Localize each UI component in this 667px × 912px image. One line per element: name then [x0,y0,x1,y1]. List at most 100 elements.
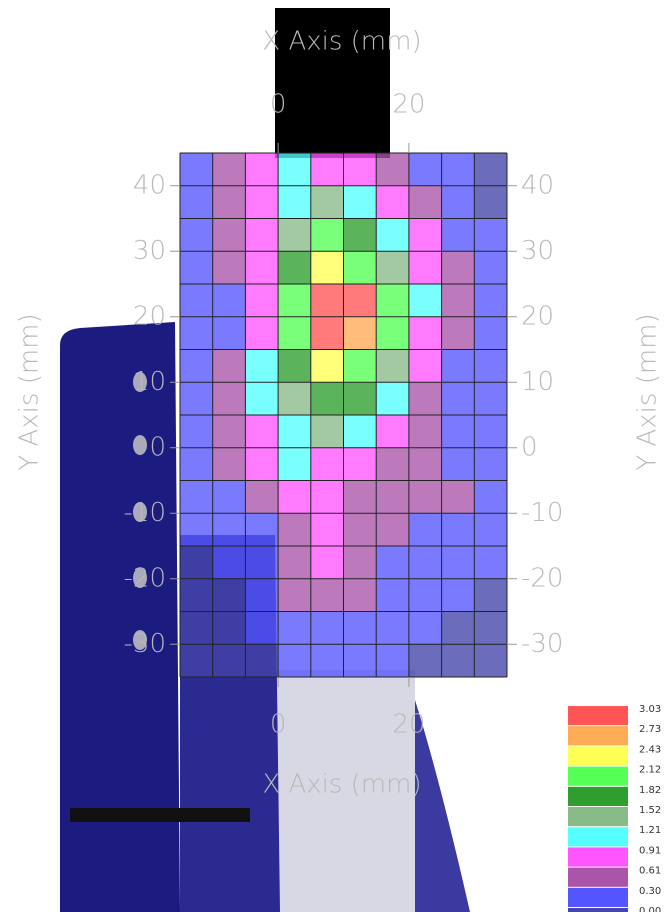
contour-cell [212,251,246,284]
contour-cell [180,447,213,481]
x-tick-label: 20 [392,90,425,120]
contour-cell [310,382,344,415]
contour-cell [441,611,475,645]
contour-cell [180,611,213,645]
contour-cell [376,480,409,514]
contour-cell [474,611,507,645]
y-tick-label: 40 [521,170,554,200]
colorbar-swatch [568,908,628,912]
contour-cell [212,284,246,317]
contour-cell [245,447,279,481]
colorbar-label: 2.73 [639,724,661,735]
contour-cell [310,316,344,350]
contour-cell [180,546,213,579]
contour-cell [180,644,213,677]
colorbar-swatch [568,847,628,867]
contour-cell [245,578,279,612]
contour-cell [180,218,213,252]
contour-cell [180,382,213,415]
contour-cell [408,382,442,415]
contour-cell [212,578,246,612]
contour-cell [212,153,246,186]
contour-cell [376,578,409,612]
contour-cell [441,415,475,448]
contour-cell [180,578,213,612]
photo-light [275,670,415,912]
contour-cell [245,218,279,252]
slot [70,808,250,822]
contour-cell [441,513,475,546]
y-tick-label: -20 [124,563,166,593]
contour-cell [343,185,377,219]
contour-cell [278,415,311,448]
contour-cell [310,513,344,546]
contour-cell [180,284,213,317]
contour-cell [310,546,344,579]
contour-cell [180,153,213,186]
contour-cell [343,153,377,186]
contour-cell [376,546,409,579]
contour-cell [441,284,475,317]
colorbar-label: 0.91 [639,845,661,856]
colorbar-label: 0.00 [639,906,661,912]
contour-cell [278,611,311,645]
contour-cell [408,251,442,284]
colorbar-swatch [568,766,628,786]
contour-cell [343,251,377,284]
contour-cell [408,185,442,219]
contour-cell [278,480,311,514]
colorbar-label: 1.52 [639,805,661,816]
contour-cell [212,316,246,350]
contour-cell [441,349,475,383]
contour-cell [408,611,442,645]
y-tick-label: -10 [124,498,166,528]
contour-cell [278,644,311,677]
y-tick-label: 0 [149,432,166,462]
contour-cell [376,349,409,383]
contour-cell [343,546,377,579]
y-tick-label: 10 [133,367,166,397]
contour-cell [180,185,213,219]
contour-cell [474,513,507,546]
contour-cell [245,546,279,579]
contour-cell [441,185,475,219]
y-tick-label: -30 [124,629,166,659]
contour-cell [310,218,344,252]
y-tick-label: 0 [521,432,538,462]
y-tick-label: 20 [133,301,166,331]
contour-cell [278,153,311,186]
x-tick-label: 20 [392,710,425,740]
colorbar-swatch [568,786,628,806]
contour-field [180,153,507,677]
contour-cell [343,382,377,415]
contour-cell [310,447,344,481]
colorbar-label: 0.61 [639,866,661,877]
contour-cell [245,153,279,186]
contour-cell [408,349,442,383]
contour-cell [376,153,409,186]
contour-cell [212,513,246,546]
colorbar-swatch [568,807,628,827]
contour-cell [474,480,507,514]
y-axis-title-right: Y Axis (mm) [633,313,663,470]
contour-cell [310,251,344,284]
contour-cell [278,382,311,415]
contour-cell [376,218,409,252]
colorbar-label: 2.43 [639,744,661,755]
contour-cell [245,415,279,448]
probe-shadow [275,8,390,158]
x-axis-title-top: X Axis (mm) [262,27,421,57]
y-tick-label: 30 [133,236,166,266]
contour-cell [376,513,409,546]
contour-cell [278,349,311,383]
contour-cell [441,218,475,252]
colorbar-label: 0.30 [639,886,661,897]
contour-cell [212,546,246,579]
contour-cell [343,218,377,252]
contour-cell [408,644,442,677]
contour-cell [474,349,507,383]
contour-cell [180,415,213,448]
contour-cell [180,251,213,284]
contour-cell [180,349,213,383]
dot [133,630,147,650]
